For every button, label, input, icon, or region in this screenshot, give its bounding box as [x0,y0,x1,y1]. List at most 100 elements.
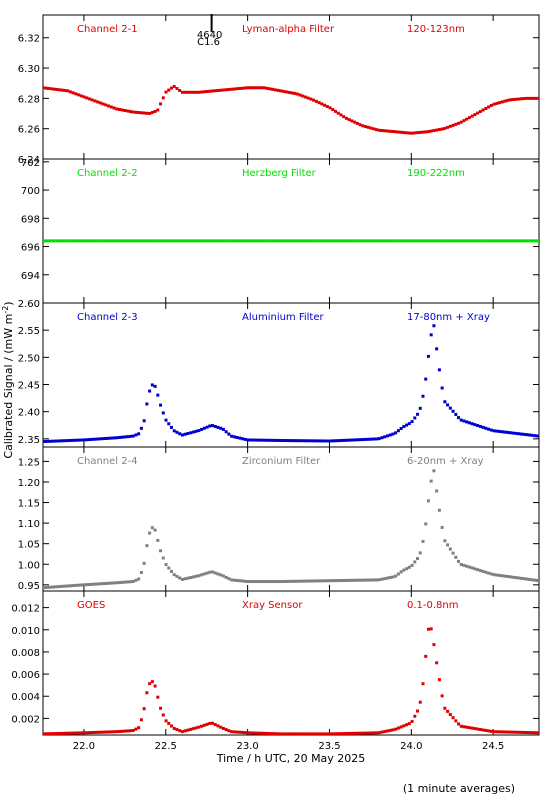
data-point [301,94,305,98]
data-point [82,583,86,587]
data-point [191,575,195,579]
data-point [353,120,357,124]
x-tick-label: 24.5 [482,741,504,752]
data-point [295,579,299,583]
data-point [459,239,463,243]
data-point [506,730,510,734]
data-point [440,239,444,243]
data-point [369,126,373,130]
data-point [282,89,286,93]
data-point [388,129,392,133]
data-point [478,424,482,428]
data-point [364,578,368,582]
data-point [320,102,324,106]
y-tick-label: 2.35 [18,435,40,446]
data-point [383,577,387,581]
data-point [93,437,97,441]
footnote: (1 minute averages) [403,782,515,795]
data-point [306,732,310,735]
data-point [243,86,247,90]
data-point [52,439,56,443]
data-point [194,429,198,433]
data-point [514,431,518,435]
data-point [66,584,70,588]
data-point [210,721,214,725]
data-point [197,239,201,243]
data-point [161,556,165,560]
data-point [336,732,340,735]
data-point [189,431,193,435]
data-point [145,691,149,695]
data-point [314,99,318,103]
data-point [219,725,223,729]
data-point [118,581,122,585]
data-point [246,86,250,90]
data-point [454,555,458,559]
y-tick-label: 1.05 [18,540,40,551]
filter-label: Zirconium Filter [242,456,321,467]
data-point [134,110,138,114]
data-point [301,732,305,735]
data-point [249,239,253,243]
data-point [369,437,373,441]
data-point [478,239,482,243]
data-point [369,731,373,735]
data-point [353,438,357,442]
data-point [120,580,124,584]
data-point [87,97,91,101]
data-point [377,239,381,243]
data-point [514,576,518,580]
data-point [361,731,365,735]
y-tick-label: 0.004 [11,692,40,703]
data-point [109,581,113,585]
data-point [43,732,45,735]
data-point [82,239,86,243]
data-point [178,576,182,580]
data-point [421,682,425,686]
data-point [194,239,198,243]
data-point [377,731,381,735]
data-point [492,429,496,433]
data-point [301,239,305,243]
data-point [339,113,343,117]
data-point [183,90,187,94]
data-point [200,90,204,94]
data-point [246,239,250,243]
data-point [487,427,491,431]
data-point [104,103,108,107]
data-point [511,98,515,102]
data-point [200,427,204,431]
data-point [391,575,395,579]
data-point [90,582,94,586]
data-point [126,239,130,243]
data-point [276,438,280,442]
data-point [528,577,532,581]
data-point [369,578,373,582]
data-point [279,438,283,442]
data-point [66,239,70,243]
data-point [265,580,269,584]
data-point [511,730,515,734]
data-point [451,123,455,127]
data-point [339,439,343,443]
data-point [303,239,307,243]
data-point [522,432,526,436]
data-point [161,239,165,243]
data-point [418,239,422,243]
data-point [208,570,212,574]
data-point [71,91,75,95]
data-point [312,239,316,243]
data-point [268,732,272,735]
data-point [169,425,173,429]
data-point [85,438,89,442]
data-point [413,560,417,564]
data-point [459,724,463,728]
data-point [150,383,154,387]
data-point [161,96,165,100]
data-point [197,90,201,94]
data-point [528,96,532,100]
data-point [178,88,182,92]
data-point [435,239,439,243]
data-point [243,437,247,441]
data-point [459,563,463,567]
